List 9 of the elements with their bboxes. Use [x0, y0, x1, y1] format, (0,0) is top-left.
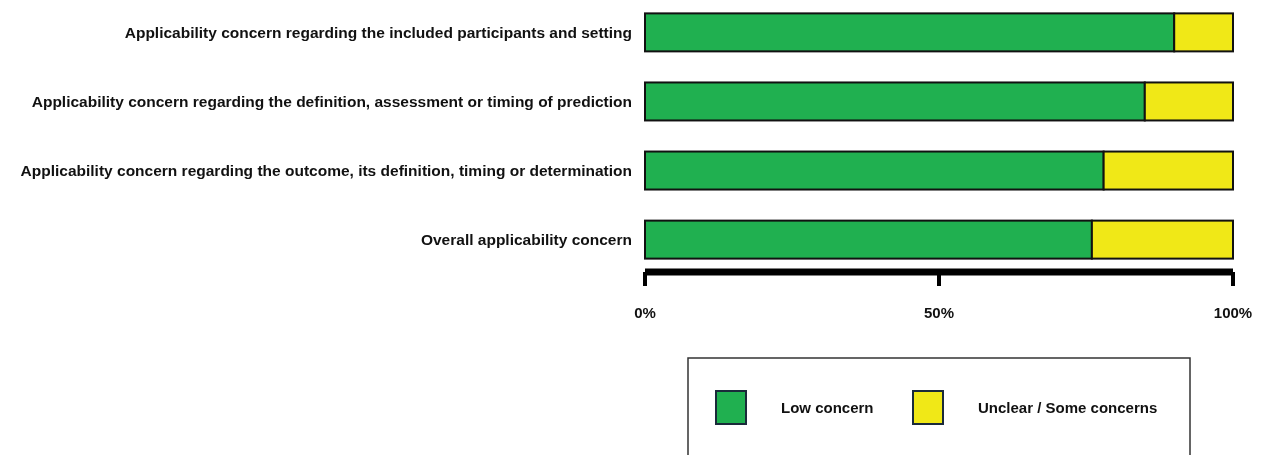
x-tick-label: 50%: [923, 304, 955, 321]
y-tick-label: Applicability concern regarding the included participants and setting: [124, 23, 632, 41]
y-tick-label: Overall applicability concern: [420, 231, 632, 249]
y-tick-label: Applicability concern regarding the outcome, its definition, timing or determination: [20, 161, 632, 179]
legend-label: Low concern: [781, 399, 874, 417]
x-tick-label: 0%: [634, 304, 656, 321]
x-tick-label: 100%: [1213, 304, 1253, 321]
legend-label: Unclear / Some concerns: [978, 399, 1158, 417]
y-tick-label: Applicability concern regarding the definition, assessment or timing of prediction: [31, 92, 632, 110]
